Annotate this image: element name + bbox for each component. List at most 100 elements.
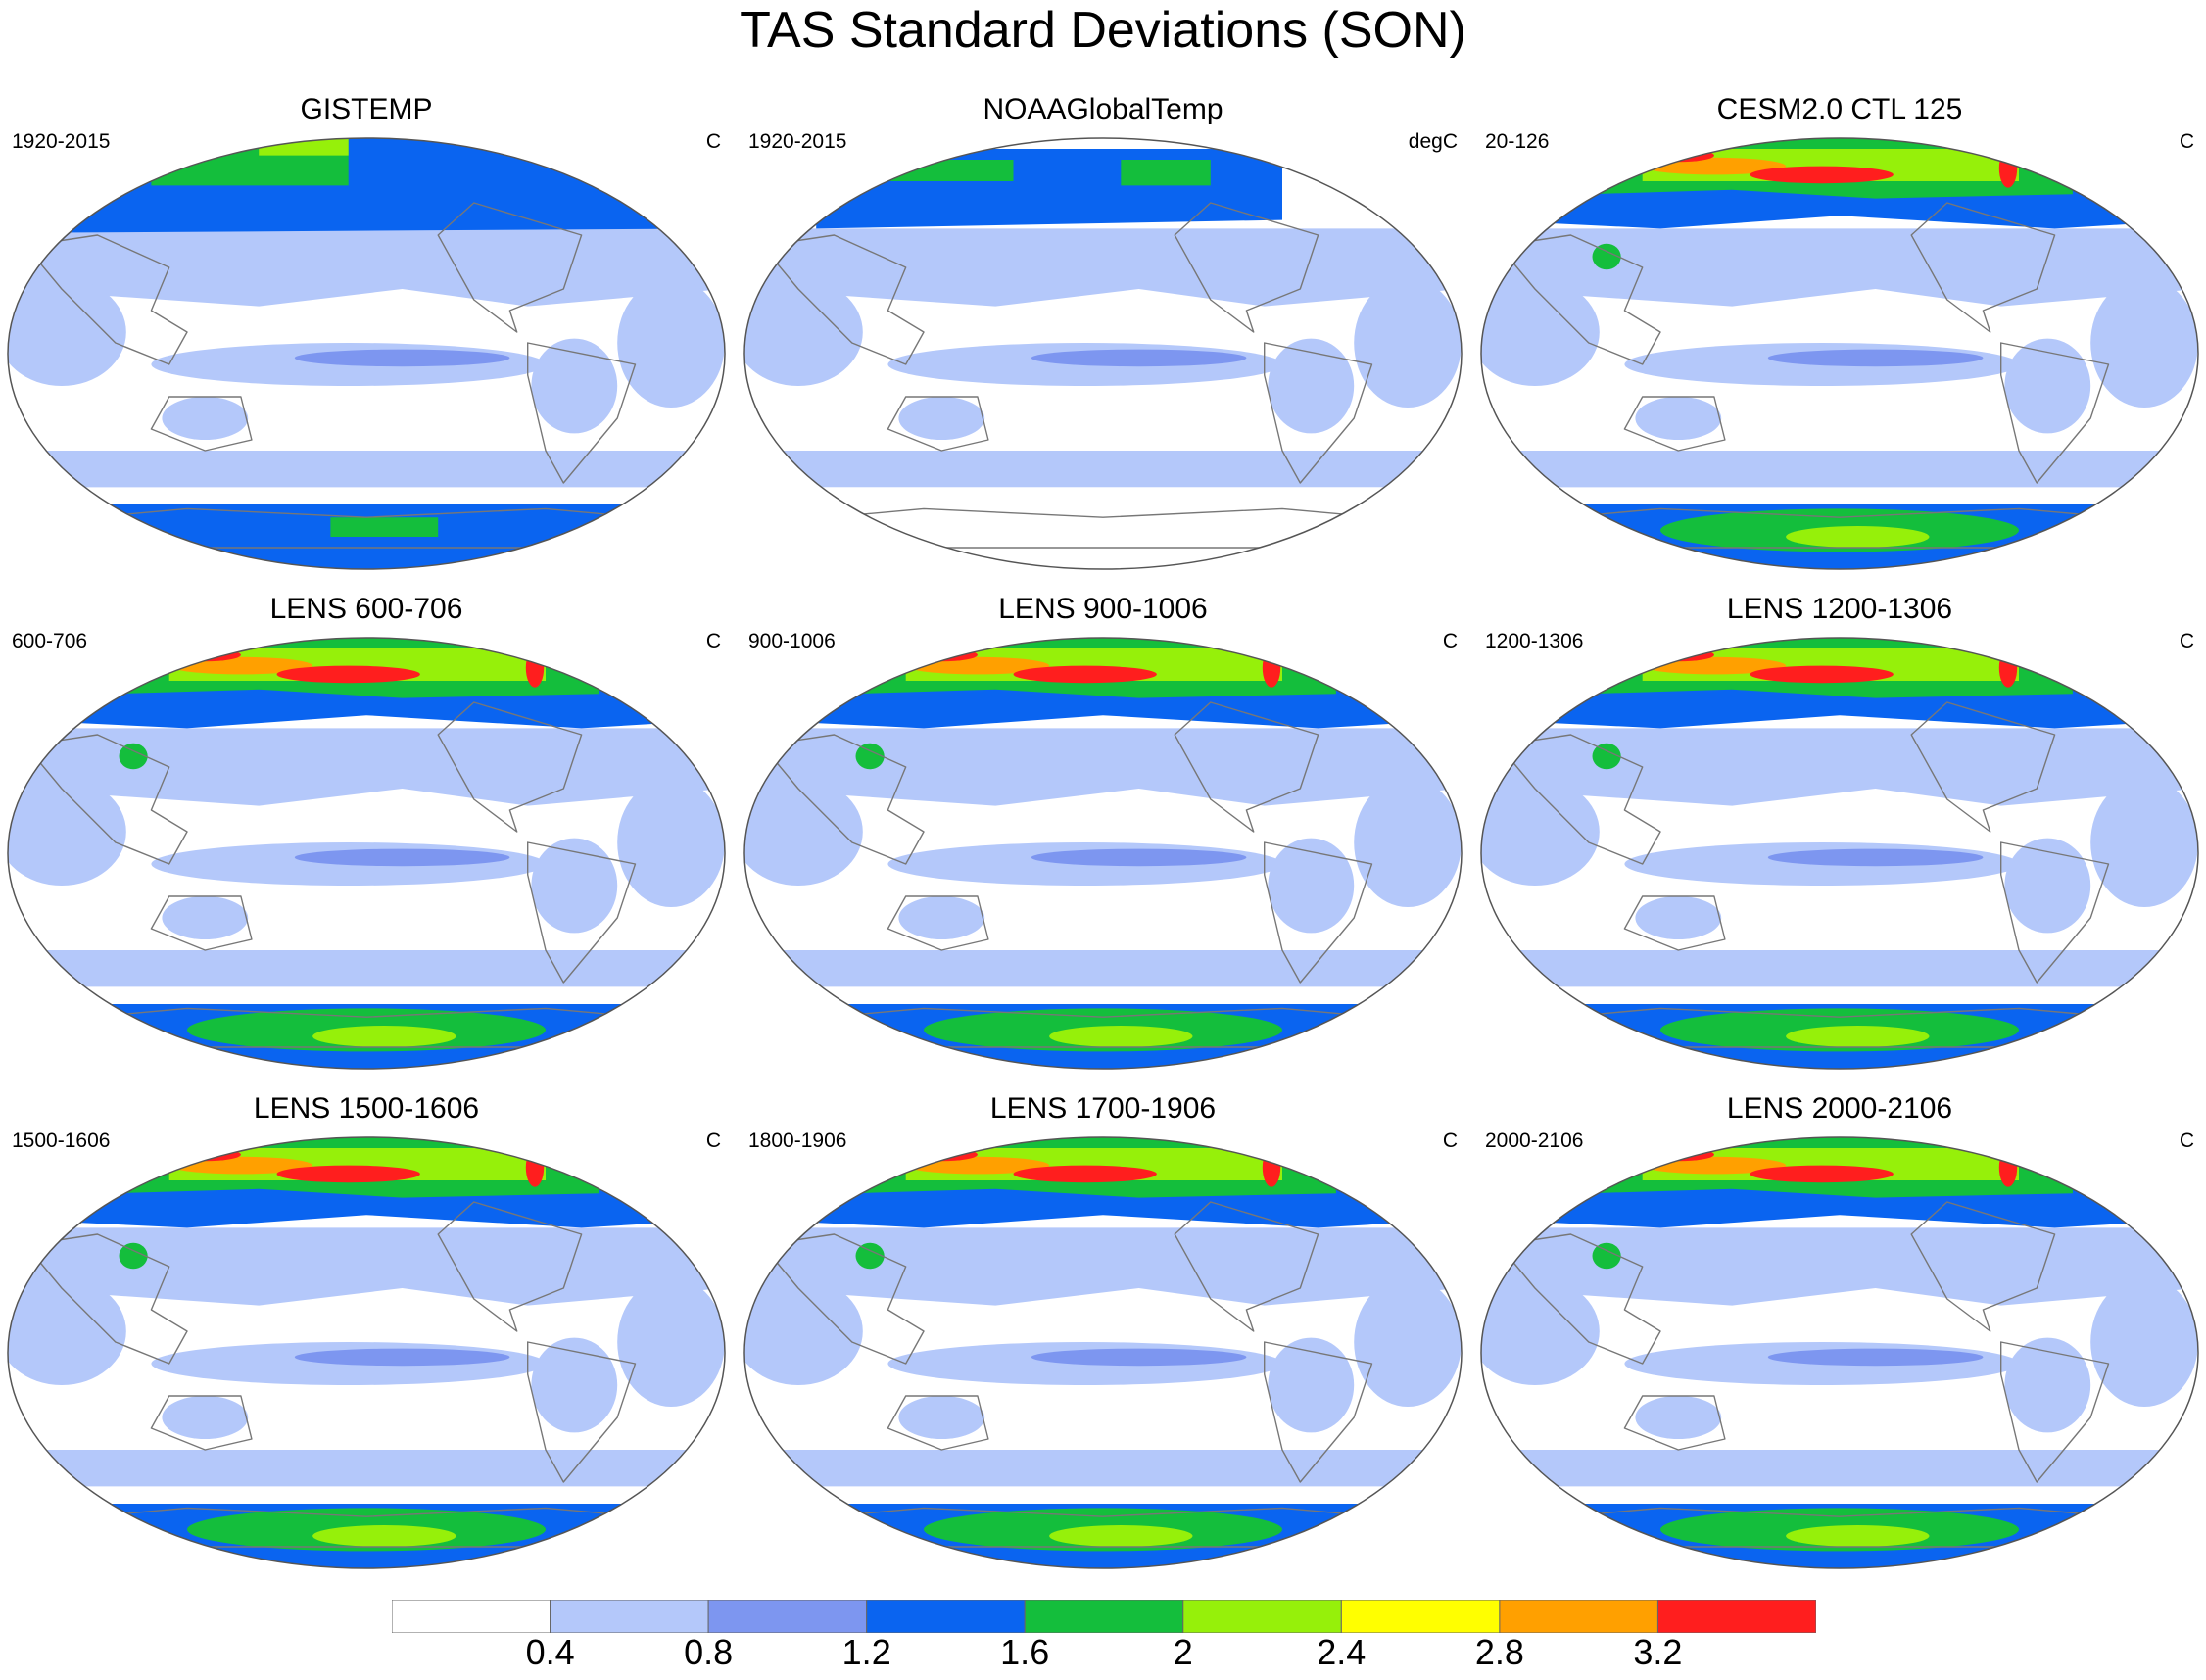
map-outline [743, 637, 1463, 1070]
field-atlantic [1354, 1277, 1462, 1407]
map-panel: LENS 2000-2106 2000-2106 C [1477, 1092, 2202, 1569]
world-map [1480, 1136, 2199, 1569]
field-atlantic [1354, 278, 1462, 408]
field-canada-red [1750, 1165, 1894, 1183]
field-southern-ocean [1481, 950, 2198, 987]
colorbar-swatch [1499, 1600, 1658, 1633]
figure-title: TAS Standard Deviations (SON) [740, 2, 1466, 59]
field-atlantic [2090, 1277, 2198, 1407]
field-greenland-red [1998, 149, 2018, 188]
coast-australia [1623, 1395, 1726, 1451]
panel-period: 600-706 [12, 630, 88, 652]
panel-title: LENS 1500-1606 [253, 1092, 480, 1125]
field-south-america [2004, 1337, 2091, 1433]
field-el-nino [1031, 349, 1247, 367]
panel-title: LENS 900-1006 [998, 593, 1208, 625]
field-asia [8, 1277, 126, 1385]
coast-south-america [527, 1341, 637, 1483]
field-asia [8, 778, 126, 886]
field-australia [1635, 397, 1722, 440]
colorbar-level-label: 1.2 [841, 1632, 891, 1672]
field-antarctic-yellowgreen [1786, 526, 1930, 548]
field-midlat-north [8, 1227, 725, 1306]
colorbar-level-label: 2 [1173, 1632, 1193, 1672]
field-antarctic-yellowgreen [1786, 1525, 1930, 1547]
coast-north-america [437, 701, 583, 833]
field-atlantic [2090, 778, 2198, 907]
coast-north-america [437, 1201, 583, 1332]
colorbar-swatch [1340, 1600, 1501, 1633]
field-canada-red [276, 1165, 420, 1183]
coast-australia [887, 895, 989, 951]
colorbar-swatch [866, 1600, 1026, 1633]
colorbar-labels: 0.4 0.8 1.2 1.6 2 2.4 2.8 3.2 [392, 1633, 1816, 1672]
field-tibet-green [119, 743, 148, 770]
field-el-nino [294, 848, 510, 867]
colorbar-swatch [707, 1600, 868, 1633]
field-el-nino [294, 1348, 510, 1367]
world-map [1480, 137, 2199, 570]
coast-north-america [1174, 1201, 1319, 1332]
field-atlantic [617, 1277, 725, 1407]
field-australia [898, 397, 985, 440]
coast-south-america [527, 342, 637, 484]
field-southern-ocean [8, 451, 725, 488]
field-eurasia-red [1642, 648, 1714, 662]
field-australia [162, 896, 249, 939]
field-antarctic-yellowgreen [1049, 1026, 1193, 1047]
field-greenland-red [1262, 648, 1281, 688]
field-australia [1635, 1396, 1722, 1439]
coast-north-america [437, 202, 583, 333]
field-atlantic [2090, 278, 2198, 408]
coast-australia [150, 396, 253, 452]
coast-north-america [1910, 202, 2056, 333]
panel-period: 2000-2106 [1485, 1129, 1584, 1152]
coast-australia [150, 895, 253, 951]
field-asia [744, 778, 863, 886]
panel-period: 1800-1906 [748, 1129, 847, 1152]
panel-units: C [2179, 630, 2194, 652]
field-antarctic-yellowgreen [1786, 1026, 1930, 1047]
world-map [7, 637, 726, 1070]
field-antarctic-missing [744, 487, 1462, 569]
field-tibet-green [1592, 243, 1621, 270]
field-south-america [531, 338, 618, 434]
colorbar-swatch [1024, 1600, 1184, 1633]
field-greenland-red [525, 1148, 545, 1187]
coast-south-america [2000, 841, 2110, 984]
field-greenland-red [1998, 1148, 2018, 1187]
map-outline [743, 1136, 1463, 1569]
world-map [743, 1136, 1463, 1569]
map-panel: LENS 900-1006 900-1006 C [741, 593, 1465, 1070]
coast-south-america [1264, 342, 1373, 484]
field-arctic-green-2 [1121, 160, 1211, 186]
field-el-nino [1767, 349, 1984, 367]
field-midlat-north [744, 228, 1462, 307]
field-southern-ocean [1481, 451, 2198, 488]
field-arctic-green [887, 160, 1014, 181]
panel-title: LENS 2000-2106 [1726, 1092, 1953, 1125]
field-eurasia-red [905, 648, 978, 662]
panel-units: C [705, 130, 721, 153]
field-australia [898, 896, 985, 939]
field-australia [162, 1396, 249, 1439]
field-south-america [2004, 838, 2091, 934]
panel-title: CESM2.0 CTL 125 [1716, 93, 1963, 125]
panel-period: 1500-1606 [12, 1129, 111, 1152]
coast-north-america [1174, 701, 1319, 833]
field-arctic-obs [8, 138, 725, 233]
map-outline [7, 637, 726, 1070]
world-map [7, 1136, 726, 1569]
field-el-nino [1767, 1348, 1984, 1367]
coast-australia [150, 1395, 253, 1451]
field-southern-ocean [744, 451, 1462, 488]
panel-units: C [705, 630, 721, 652]
field-southern-ocean [8, 950, 725, 987]
field-southern-ocean [744, 1450, 1462, 1487]
field-greenland-red [1262, 1148, 1281, 1187]
field-midlat-north [8, 228, 725, 307]
field-southern-ocean [1481, 1450, 2198, 1487]
field-south-america [1268, 838, 1355, 934]
field-el-nino [294, 349, 510, 367]
field-arctic-obs [816, 149, 1282, 229]
